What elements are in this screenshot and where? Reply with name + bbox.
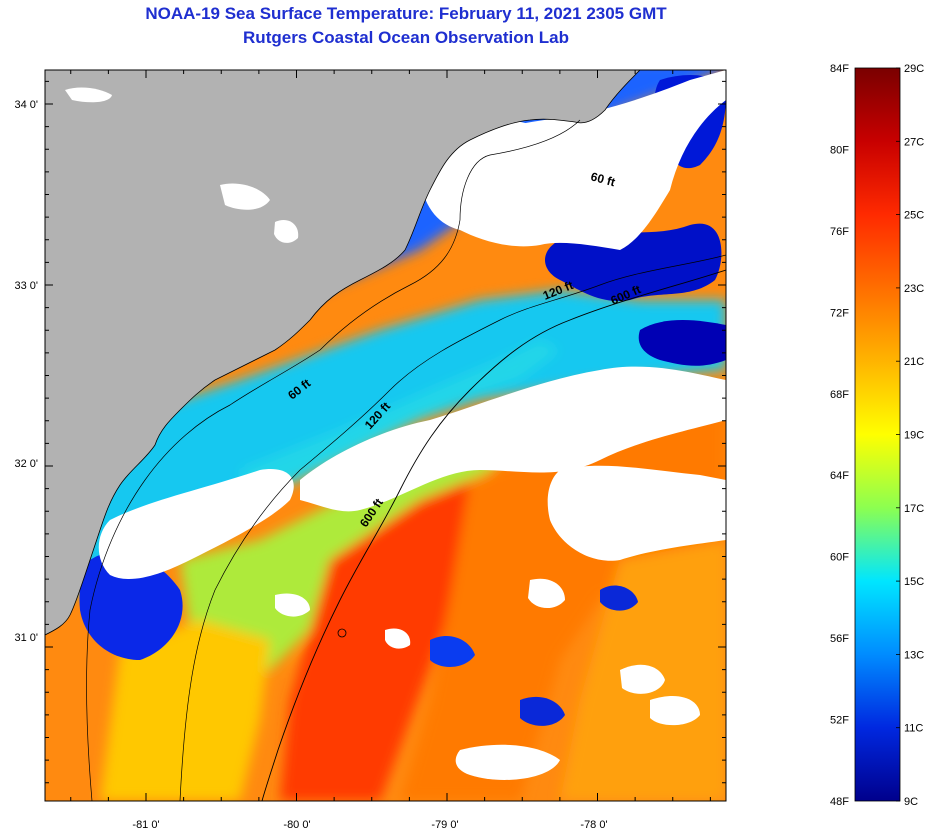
seamount-contour <box>337 628 347 638</box>
map-field: 60 ft 120 ft 600 ft 60 ft 120 ft 600 ft <box>45 70 726 801</box>
colorbar-scale <box>854 67 901 802</box>
lon-label-81: -81 0' <box>132 819 159 831</box>
lat-label-31: 31 0' <box>14 632 38 644</box>
isobath-label-60ft-north: 60 ft <box>589 169 616 189</box>
coastline <box>45 70 641 636</box>
colorbar-label-c: 15C <box>904 576 924 588</box>
colorbar-label-c: 19C <box>904 430 924 442</box>
map-title: NOAA-19 Sea Surface Temperature: Februar… <box>145 4 667 23</box>
colorbar-label-c: 13C <box>904 649 924 661</box>
lon-label-79: -79 0' <box>431 819 458 831</box>
colorbar-label-c: 21C <box>904 356 924 368</box>
cloud-mask <box>98 70 726 780</box>
lon-label-80: -80 0' <box>283 819 310 831</box>
colorbar-fahrenheit-labels: 84F 80F 76F 72F 68F 64F 60F 56F 52F 48F <box>830 63 849 808</box>
lat-label-33: 33 0' <box>14 280 38 292</box>
land-clouds <box>65 87 299 243</box>
colorbar-label-f: 72F <box>830 307 849 319</box>
isobath-600ft-line <box>261 269 726 801</box>
colorbar-celsius-labels: 29C 27C 25C 23C 21C 19C 17C 15C 13C 11C 9C <box>896 63 924 808</box>
isobath-120ft-line <box>179 254 726 801</box>
colorbar-label-c: 9C <box>904 796 918 808</box>
colorbar-label-c: 23C <box>904 283 924 295</box>
lon-label-78: -78 0' <box>580 819 607 831</box>
colorbar-label-c: 11C <box>904 723 923 735</box>
colorbar-label-f: 80F <box>830 144 849 156</box>
colorbar-label-f: 64F <box>830 470 849 482</box>
colorbar-label-c: 27C <box>904 136 924 148</box>
colorbar-label-f: 52F <box>830 715 849 727</box>
land-mass <box>45 70 640 635</box>
lat-label-32: 32 0' <box>14 458 38 470</box>
isobath-60ft-line <box>86 119 581 801</box>
map-frame <box>44 69 727 802</box>
colorbar-label-c: 17C <box>904 503 924 515</box>
map-subtitle: Rutgers Coastal Ocean Observation Lab <box>243 28 569 47</box>
colorbar-label-f: 60F <box>830 552 849 564</box>
colorbar-label-f: 84F <box>830 63 849 75</box>
lat-label-34: 34 0' <box>14 99 38 111</box>
colorbar-label-c: 25C <box>904 210 924 222</box>
colorbar-label-c: 29C <box>904 63 924 75</box>
colorbar-label-f: 48F <box>830 796 849 808</box>
colorbar-label-f: 68F <box>830 389 849 401</box>
axis-ticks <box>45 70 726 801</box>
colorbar-label-f: 56F <box>830 633 849 645</box>
colorbar-label-f: 76F <box>830 226 849 238</box>
